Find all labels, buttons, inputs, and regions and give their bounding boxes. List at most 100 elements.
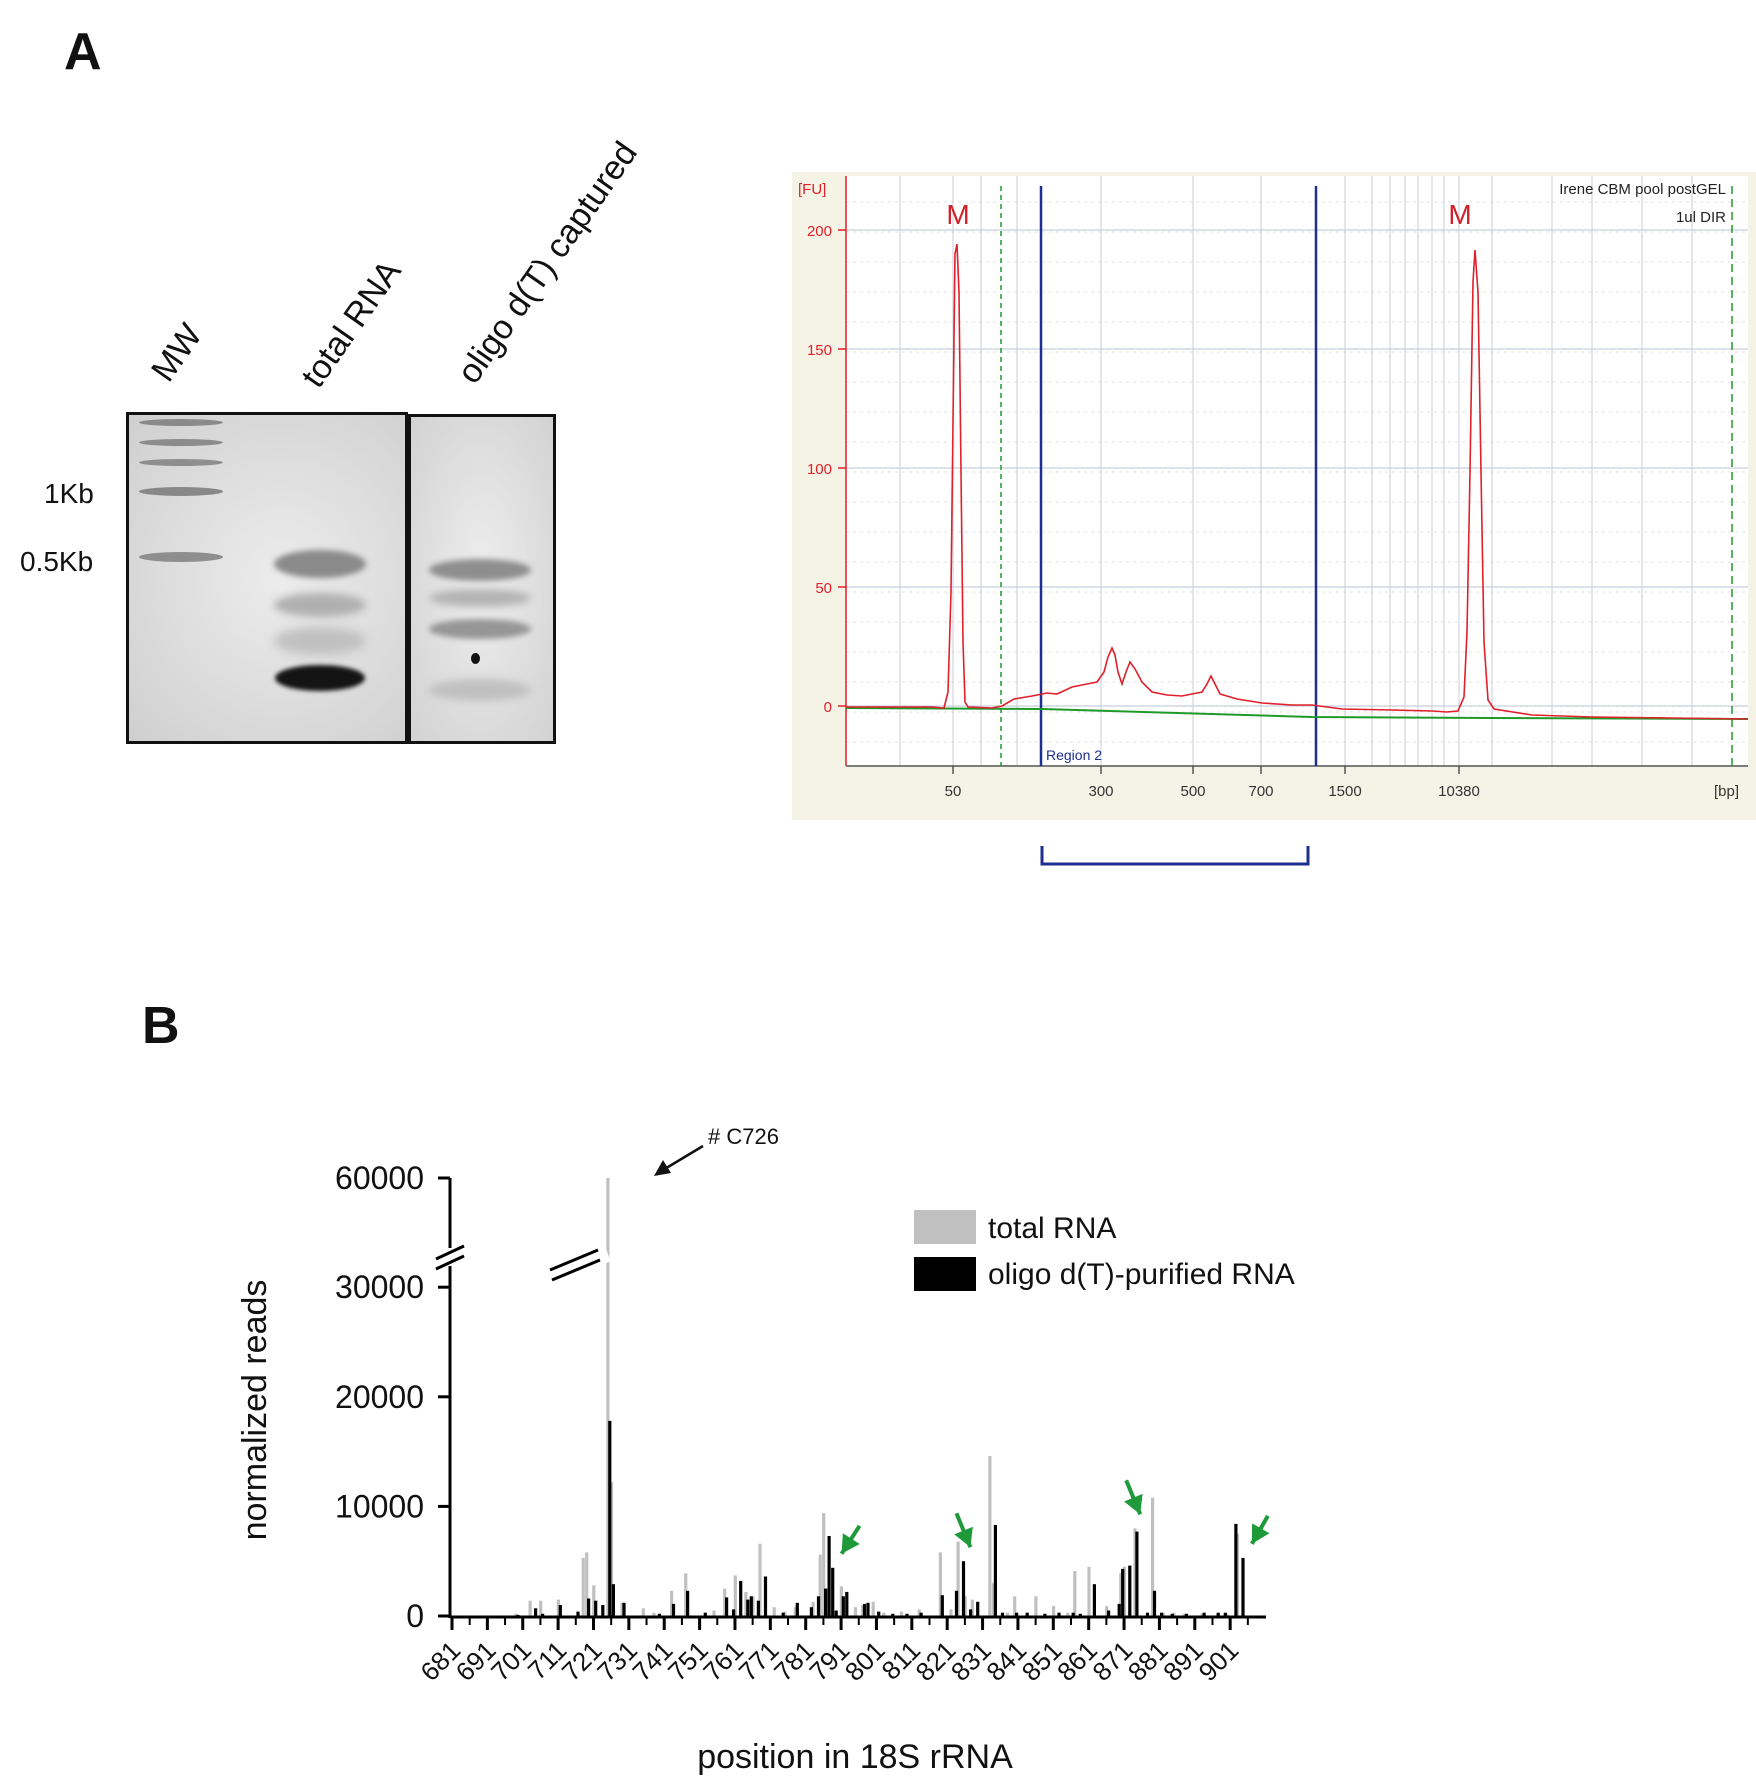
x-tick-label: 50	[945, 783, 962, 800]
bar-total-rna	[882, 1612, 886, 1616]
legend-label-total-rna: total RNA	[988, 1212, 1116, 1245]
bar-oligo-dt	[831, 1567, 835, 1616]
bar-oligo-dt	[576, 1611, 580, 1616]
bar-oligo-dt	[969, 1609, 973, 1616]
size-marker-0-5kb: 0.5Kb	[20, 546, 94, 577]
bar-oligo-dt	[611, 1584, 615, 1616]
legend-swatch-oligo-dt	[914, 1257, 976, 1291]
y-axis-break-mark	[435, 1254, 465, 1271]
bar-oligo-dt	[834, 1610, 838, 1616]
y-tick-label: 0	[406, 1598, 424, 1634]
bar-total-rna	[991, 1583, 996, 1616]
bar-oligo-dt	[954, 1590, 959, 1616]
bar-total-rna	[899, 1611, 904, 1616]
bar-oligo-dt	[1078, 1613, 1082, 1616]
bar-total-rna	[988, 1456, 992, 1616]
highlight-arrow-head	[841, 1533, 860, 1554]
total-rna-band-strong	[275, 665, 365, 691]
bar-oligo-dt	[732, 1609, 736, 1616]
x-tick-label: 700	[1248, 783, 1273, 800]
bar-total-rna	[917, 1609, 921, 1616]
y-axis-break-mark	[435, 1244, 465, 1261]
bar-total-rna	[1182, 1613, 1187, 1616]
bar-oligo-dt	[781, 1612, 785, 1616]
lane-label-oligo-dt: oligo d(T) captured	[450, 134, 645, 391]
bar-total-rna	[1006, 1612, 1010, 1616]
c726-arrow-shaft	[662, 1144, 704, 1172]
bar-total-rna	[871, 1601, 875, 1616]
bar-break-mark	[551, 1258, 601, 1282]
bar-oligo-dt	[1135, 1531, 1139, 1616]
bar-total-rna	[822, 1513, 826, 1616]
highlight-arrow-head	[1124, 1493, 1143, 1515]
sample-name-line1: Irene CBM pool postGEL	[1559, 181, 1726, 198]
bar-oligo-dt	[749, 1596, 753, 1616]
legend-swatch-total-rna	[914, 1210, 976, 1244]
bar-oligo-dt	[824, 1588, 828, 1616]
bar-oligo-dt	[1234, 1523, 1238, 1616]
bar-oligo-dt	[795, 1602, 799, 1616]
bar-oligo-dt	[816, 1596, 821, 1616]
bar-oligo-dt	[841, 1596, 845, 1616]
bar-oligo-dt	[845, 1591, 849, 1616]
bar-oligo-dt	[1223, 1612, 1227, 1616]
bar-oligo-dt	[1121, 1568, 1125, 1616]
bar-total-rna	[1200, 1613, 1204, 1616]
y-unit-label: [FU]	[798, 181, 826, 198]
panel-a-label: A	[64, 23, 102, 81]
bar-oligo-dt	[827, 1536, 831, 1616]
y-axis-title: normalized reads	[236, 1280, 274, 1541]
y-tick-label: 200	[807, 223, 832, 240]
bar-oligo-dt	[905, 1613, 909, 1616]
total-rna-band	[274, 627, 366, 655]
highlight-arrow-head	[1251, 1523, 1270, 1544]
bar-oligo-dt	[516, 1614, 520, 1616]
bar-oligo-dt	[594, 1600, 598, 1616]
bar-oligo-dt	[1000, 1612, 1005, 1616]
bar-total-rna	[1087, 1566, 1091, 1616]
bar-oligo-dt	[622, 1602, 626, 1616]
bar-total-rna	[733, 1575, 737, 1616]
bar-total-rna	[970, 1599, 974, 1616]
bar-oligo-dt	[725, 1597, 729, 1616]
bar-oligo-dt	[739, 1580, 743, 1616]
panel-b-label: B	[142, 997, 180, 1055]
c726-arrow-head	[654, 1160, 671, 1176]
highlight-arrow-head	[954, 1526, 973, 1548]
bar-oligo-dt	[686, 1590, 690, 1616]
bar-oligo-dt	[1015, 1612, 1019, 1616]
bar-oligo-dt	[1145, 1612, 1150, 1616]
bar-total-rna	[861, 1605, 865, 1616]
ladder-band	[139, 552, 223, 562]
x-unit-label: [bp]	[1714, 783, 1739, 800]
region-label: Region 2	[1046, 747, 1102, 763]
gel-dust-spot	[471, 653, 480, 664]
bar-total-rna	[751, 1596, 755, 1616]
sample-name-line2: 1ul DIR	[1676, 209, 1726, 226]
bar-total-rna	[949, 1609, 953, 1616]
bar-total-rna	[606, 1178, 610, 1616]
bar-total-rna	[556, 1599, 560, 1616]
lane-label-mw: MW	[144, 317, 210, 389]
bar-oligo-dt	[877, 1611, 881, 1616]
y-tick-label: 20000	[335, 1379, 424, 1415]
x-tick-label: 10380	[1438, 783, 1480, 800]
c726-annotation: # C726	[708, 1124, 779, 1149]
fluorescence-trace	[846, 243, 1749, 720]
oligo-dt-band	[429, 589, 531, 607]
bar-total-rna	[585, 1552, 589, 1616]
x-tick-label: 901	[1193, 1635, 1245, 1687]
bar-oligo-dt	[608, 1420, 612, 1616]
y-tick-label: 60000	[335, 1160, 424, 1196]
bar-oligo-dt	[587, 1598, 591, 1616]
bar-total-rna	[783, 1611, 787, 1616]
y-tick-label: 150	[807, 342, 832, 359]
bar-oligo-dt	[1057, 1612, 1061, 1616]
bar-total-rna	[956, 1541, 960, 1616]
bar-total-rna	[1105, 1606, 1109, 1616]
bar-total-rna	[853, 1607, 858, 1616]
bar-oligo-dt	[1071, 1612, 1075, 1616]
bar-oligo-dt	[866, 1602, 870, 1616]
bar-oligo-dt	[703, 1612, 707, 1616]
ladder-band	[139, 459, 223, 466]
